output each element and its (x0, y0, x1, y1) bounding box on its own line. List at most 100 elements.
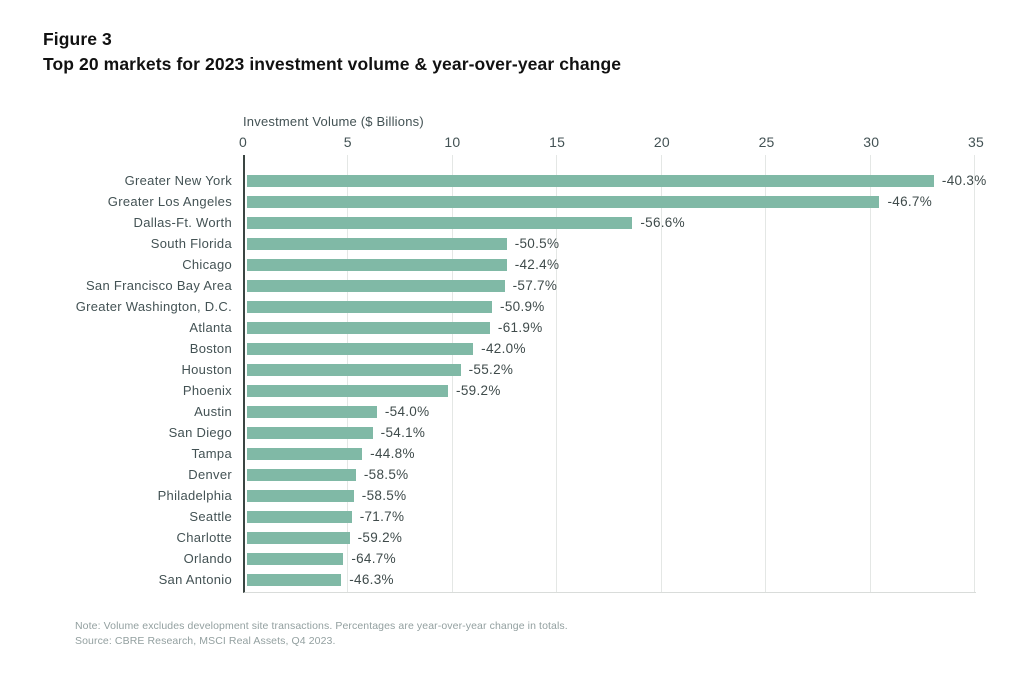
bar-row: Seattle -71.7% (68, 506, 976, 527)
value-label: -58.5% (363, 467, 409, 482)
bar-zone: -46.3% (245, 569, 976, 590)
value-label: -57.7% (512, 278, 558, 293)
gridline (765, 155, 767, 592)
bar-zone: -54.1% (245, 422, 976, 443)
bar-zone: -46.7% (245, 191, 976, 212)
bar (247, 573, 342, 586)
bar (247, 531, 350, 544)
bar (247, 510, 352, 523)
value-label: -55.2% (468, 362, 514, 377)
figure-number: Figure 3 (43, 29, 112, 49)
bar (247, 384, 449, 397)
value-label: -54.1% (380, 425, 426, 440)
value-label: -54.0% (384, 404, 430, 419)
category-label: Chicago (182, 257, 232, 272)
category-label: San Antonio (158, 572, 232, 587)
bar-zone: -57.7% (245, 275, 976, 296)
bar-row: South Florida -50.5% (68, 233, 976, 254)
bar-zone: -64.7% (245, 548, 976, 569)
bar-row: Orlando -64.7% (68, 548, 976, 569)
bar-zone: -56.6% (245, 212, 976, 233)
value-label: -58.5% (361, 488, 407, 503)
category-label: Houston (181, 362, 232, 377)
bar-zone: -42.4% (245, 254, 976, 275)
bar-chart: Investment Volume ($ Billions) 0 5 10 15 20 2… (68, 114, 998, 593)
bar-zone: -71.7% (245, 506, 976, 527)
value-label: -42.4% (514, 257, 560, 272)
footnote: Note: Volume excludes development site t… (75, 619, 568, 649)
category-label: Charlotte (176, 530, 232, 545)
bar (247, 342, 474, 355)
bar (247, 279, 505, 292)
value-label: -44.8% (370, 446, 415, 461)
bar (247, 468, 356, 481)
x-axis-tick-label: 30 (863, 134, 880, 150)
x-axis-ticks: 0 5 10 15 20 25 30 35 (239, 132, 984, 155)
value-label: -46.7% (887, 194, 933, 209)
bar (247, 195, 880, 208)
category-label: Boston (189, 341, 232, 356)
bar-row: Greater New York -40.3% (68, 170, 987, 191)
title-block: Figure 3 Top 20 markets for 2023 investm… (43, 27, 621, 77)
gridline (660, 155, 662, 592)
category-label: Atlanta (189, 320, 232, 335)
x-axis-tick-label: 25 (758, 134, 775, 150)
bar (247, 447, 363, 460)
category-label: Tampa (191, 446, 232, 461)
value-label: -40.3% (941, 173, 987, 188)
category-label: Greater New York (124, 173, 232, 188)
source-text: Source: CBRE Research, MSCI Real Assets,… (75, 635, 336, 647)
bar (247, 237, 507, 250)
note-text: Note: Volume excludes development site t… (75, 620, 568, 632)
x-axis-tick-label: 5 (343, 134, 352, 150)
bar-zone: -55.2% (245, 359, 976, 380)
gridline (974, 155, 975, 592)
gridline (869, 155, 871, 592)
value-label: -50.9% (500, 299, 545, 314)
bar-zone: -50.5% (245, 233, 976, 254)
bar-zone: -44.8% (245, 443, 976, 464)
bar (247, 489, 354, 502)
bar-row: Greater Washington, D.C. -50.9% (68, 296, 976, 317)
bar (247, 174, 934, 187)
bar-row: Philadelphia -58.5% (68, 485, 976, 506)
x-axis-title: Investment Volume ($ Billions) (243, 114, 424, 129)
value-label: -61.9% (497, 320, 543, 335)
bar-row: Atlanta -61.9% (68, 317, 976, 338)
bar-zone: -61.9% (245, 317, 976, 338)
bar-zone: -42.0% (245, 338, 976, 359)
bar-zone: -58.5% (245, 485, 976, 506)
bar (247, 426, 373, 439)
value-label: -64.7% (351, 551, 396, 566)
x-axis-tick-label: 10 (444, 134, 461, 150)
bar-row: Chicago -42.4% (68, 254, 976, 275)
bar-row: San Diego -54.1% (68, 422, 976, 443)
plot-area: Greater New York -40.3% Greater Los Angele… (68, 155, 987, 593)
bar (247, 300, 493, 313)
category-label: Dallas-Ft. Worth (133, 215, 232, 230)
value-label: -59.2% (357, 530, 403, 545)
bar-zone: -59.2% (245, 527, 976, 548)
bar (247, 363, 461, 376)
bar (247, 405, 377, 418)
category-label: Orlando (183, 551, 232, 566)
value-label: -59.2% (456, 383, 501, 398)
category-label: Austin (194, 404, 232, 419)
x-axis-tick-label: 35 (968, 134, 984, 150)
category-label: South Florida (150, 236, 232, 251)
bar (247, 321, 490, 334)
x-axis-tick-label: 0 (239, 134, 247, 150)
value-label: -56.6% (640, 215, 685, 230)
bar-zone: -54.0% (245, 401, 976, 422)
category-label: Philadelphia (157, 488, 232, 503)
value-label: -46.3% (349, 572, 394, 587)
category-label: San Francisco Bay Area (85, 278, 232, 293)
category-label: Phoenix (182, 383, 232, 398)
bar (247, 552, 344, 565)
chart-title: Top 20 markets for 2023 investment volum… (43, 54, 622, 74)
gridline (556, 155, 558, 592)
category-label: Greater Washington, D.C. (75, 299, 232, 314)
bar-zone: -40.3% (245, 170, 987, 191)
category-label: Seattle (189, 509, 232, 524)
